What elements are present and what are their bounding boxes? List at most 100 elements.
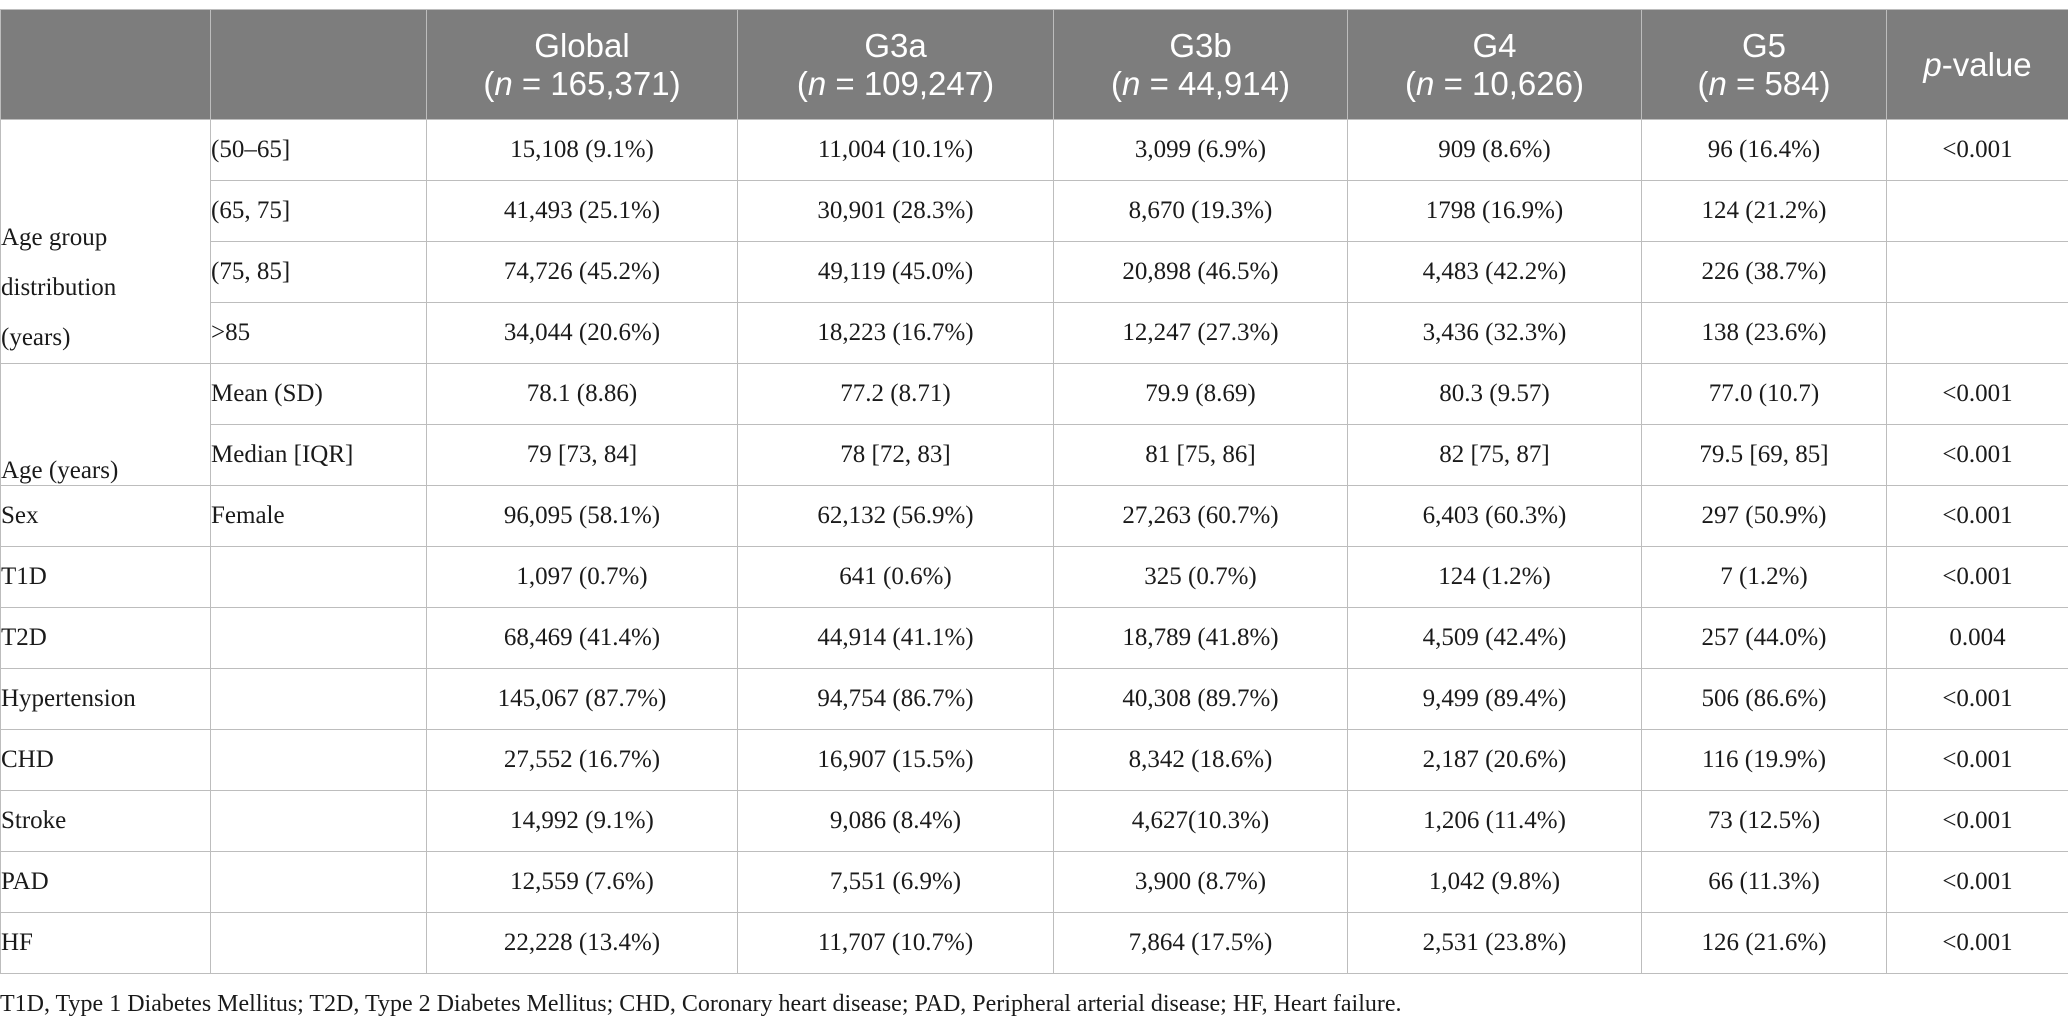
- header-col-p-value: p-value: [1886, 9, 2068, 120]
- value-cell: 6,403 (60.3%): [1347, 485, 1642, 547]
- value-cell: 12,247 (27.3%): [1053, 302, 1348, 364]
- value-cell: 7 (1.2%): [1641, 546, 1887, 608]
- row-group-label: Hypertension: [0, 668, 211, 730]
- value-cell: 11,004 (10.1%): [737, 119, 1054, 181]
- value-cell: 116 (19.9%): [1641, 729, 1887, 791]
- value-cell: 226 (38.7%): [1641, 241, 1887, 303]
- value-cell: 20,898 (46.5%): [1053, 241, 1348, 303]
- table-row: (75, 85] 74,726 (45.2%) 49,119 (45.0%) 20,8…: [1, 241, 2068, 303]
- value-cell: 77.0 (10.7): [1641, 363, 1887, 425]
- value-cell: 325 (0.7%): [1053, 546, 1348, 608]
- value-cell: 4,483 (42.2%): [1347, 241, 1642, 303]
- value-cell: 79 [73, 84]: [426, 424, 738, 486]
- table-footnote: T1D, Type 1 Diabetes Mellitus; T2D, Type…: [0, 991, 1402, 1017]
- group-count: (n = 44,914): [1111, 64, 1290, 102]
- row-group-label: Stroke: [0, 790, 211, 852]
- value-cell: 68,469 (41.4%): [426, 607, 738, 669]
- value-cell: 1798 (16.9%): [1347, 180, 1642, 242]
- group-n-value: 44,914: [1178, 64, 1279, 102]
- row-sublabel: [210, 851, 427, 913]
- row-sublabel: (65, 75]: [210, 180, 427, 242]
- value-cell: 74,726 (45.2%): [426, 241, 738, 303]
- p-value-cell: <0.001: [1886, 790, 2068, 852]
- value-cell: 3,900 (8.7%): [1053, 851, 1348, 913]
- row-group-label: PAD: [0, 851, 211, 913]
- value-cell: 49,119 (45.0%): [737, 241, 1054, 303]
- value-cell: 8,670 (19.3%): [1053, 180, 1348, 242]
- value-cell: 18,223 (16.7%): [737, 302, 1054, 364]
- value-cell: 80.3 (9.57): [1347, 363, 1642, 425]
- value-cell: 124 (1.2%): [1347, 546, 1642, 608]
- group-count: (n = 165,371): [483, 64, 681, 102]
- row-sublabel: (75, 85]: [210, 241, 427, 303]
- value-cell: 66 (11.3%): [1641, 851, 1887, 913]
- group-count: (n = 10,626): [1405, 64, 1584, 102]
- table-row: T2D 68,469 (41.4%) 44,914 (41.1%) 18,789 (4…: [0, 607, 2068, 669]
- row-group-label: Age (years): [0, 363, 211, 486]
- n-symbol: n: [1416, 64, 1435, 102]
- row-sublabel: [210, 607, 427, 669]
- row-sublabel: [210, 668, 427, 730]
- table-body: Age group distribution (years) (50–65] 15,10…: [0, 119, 2068, 974]
- header-col-g4: G4 (n = 10,626): [1347, 9, 1642, 120]
- p-value-cell: <0.001: [1886, 912, 2068, 974]
- value-cell: 82 [75, 87]: [1347, 424, 1642, 486]
- value-cell: 11,707 (10.7%): [737, 912, 1054, 974]
- value-cell: 297 (50.9%): [1641, 485, 1887, 547]
- row-group-label: Sex: [0, 485, 211, 547]
- table-row: Hypertension 145,067 (87.7%) 94,754 (86.7%…: [0, 668, 2068, 730]
- value-cell: 1,042 (9.8%): [1347, 851, 1642, 913]
- p-value-cell: [1886, 241, 2068, 303]
- table-row: Age (years) Mean (SD) 78.1 (8.86) 77.2 (8.7…: [0, 363, 2068, 486]
- p-value-cell: 0.004: [1886, 607, 2068, 669]
- value-cell: 96,095 (58.1%): [426, 485, 738, 547]
- value-cell: 9,499 (89.4%): [1347, 668, 1642, 730]
- value-cell: 14,992 (9.1%): [426, 790, 738, 852]
- group-label: G4: [1472, 26, 1517, 64]
- value-cell: 27,552 (16.7%): [426, 729, 738, 791]
- value-cell: 3,436 (32.3%): [1347, 302, 1642, 364]
- row-sublabel: (50–65]: [210, 119, 427, 181]
- p-value-cell: <0.001: [1886, 424, 2068, 486]
- n-symbol: n: [1708, 64, 1727, 102]
- n-symbol: n: [494, 64, 513, 102]
- p-value-cell: <0.001: [1886, 729, 2068, 791]
- group-label: Global: [534, 26, 630, 64]
- value-cell: 145,067 (87.7%): [426, 668, 738, 730]
- p-value-cell: <0.001: [1886, 668, 2068, 730]
- table-row: (65, 75] 41,493 (25.1%) 30,901 (28.3%) 8,67…: [1, 180, 2068, 242]
- n-symbol: n: [807, 64, 827, 102]
- value-cell: 73 (12.5%): [1641, 790, 1887, 852]
- header-col-global: Global (n = 165,371): [426, 9, 738, 120]
- group-count: (n = 109,247): [796, 64, 995, 102]
- p-value-cell: [1886, 302, 2068, 364]
- value-cell: 96 (16.4%): [1641, 119, 1887, 181]
- value-cell: 1,097 (0.7%): [426, 546, 738, 608]
- value-cell: 909 (8.6%): [1347, 119, 1642, 181]
- value-cell: 79.5 [69, 85]: [1641, 424, 1887, 486]
- value-cell: 12,559 (7.6%): [426, 851, 738, 913]
- table-row: Sex Female 96,095 (58.1%) 62,132 (56.9%) 27,…: [0, 485, 2068, 547]
- p-symbol: p: [1923, 45, 1942, 83]
- row-sublabel: [210, 912, 427, 974]
- p-value-cell: <0.001: [1886, 546, 2068, 608]
- row-group-label: Age group distribution (years): [0, 119, 211, 364]
- row-sublabel: Median [IQR]: [210, 424, 427, 486]
- row-sublabel: >85: [210, 302, 427, 364]
- value-cell: 44,914 (41.1%): [737, 607, 1054, 669]
- p-value-cell: [1886, 180, 2068, 242]
- group-n-value: 165,371: [550, 64, 670, 102]
- header-col-g5: G5 (n = 584): [1641, 9, 1887, 120]
- table-row: Age group distribution (years) (50–65] 15,10…: [0, 119, 2068, 364]
- table-row: Median [IQR] 79 [73, 84] 78 [72, 83] 81 [75…: [1, 424, 2068, 486]
- table-row: >85 34,044 (20.6%) 18,223 (16.7%) 12,247 (2…: [1, 302, 2068, 364]
- row-group-label: HF: [0, 912, 211, 974]
- value-cell: 62,132 (56.9%): [737, 485, 1054, 547]
- header-col-g3b: G3b (n = 44,914): [1053, 9, 1348, 120]
- value-cell: 81 [75, 86]: [1053, 424, 1348, 486]
- value-cell: 4,627(10.3%): [1053, 790, 1348, 852]
- value-cell: 79.9 (8.69): [1053, 363, 1348, 425]
- value-cell: 2,531 (23.8%): [1347, 912, 1642, 974]
- baseline-characteristics-table: Global (n = 165,371) G3a (n = 109,247) G3b (n…: [0, 9, 2068, 974]
- p-value-cell: <0.001: [1886, 851, 2068, 913]
